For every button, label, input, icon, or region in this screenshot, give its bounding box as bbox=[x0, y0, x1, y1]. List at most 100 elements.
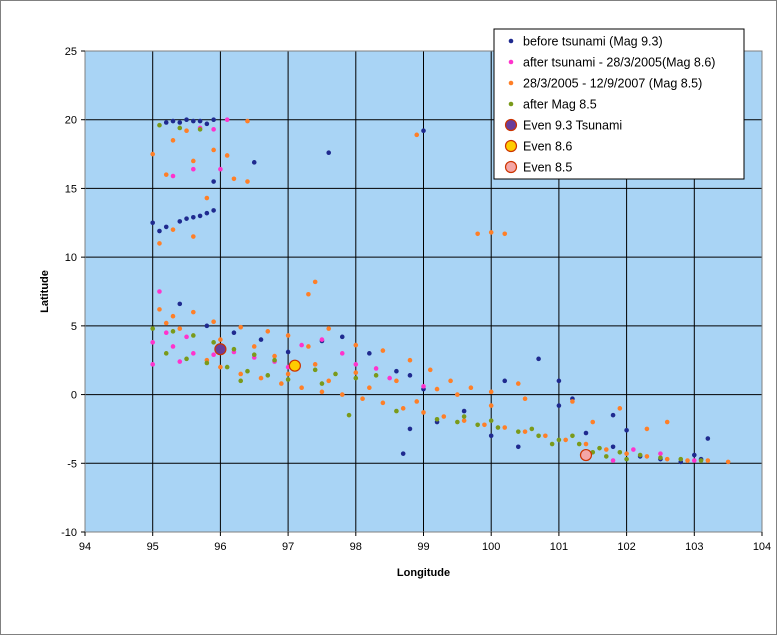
data-point bbox=[448, 378, 453, 384]
data-point bbox=[218, 166, 223, 172]
x-tick-label: 94 bbox=[79, 541, 91, 553]
data-point bbox=[339, 334, 345, 340]
data-point bbox=[306, 291, 311, 297]
data-point bbox=[299, 385, 304, 391]
data-point bbox=[556, 378, 562, 384]
data-point bbox=[353, 370, 359, 375]
data-point bbox=[150, 362, 155, 367]
data-point bbox=[197, 118, 203, 124]
data-point bbox=[400, 406, 406, 411]
data-point bbox=[427, 367, 433, 373]
data-point bbox=[536, 356, 541, 362]
data-point bbox=[380, 348, 386, 353]
data-point bbox=[563, 437, 568, 443]
data-point bbox=[725, 459, 731, 465]
data-point bbox=[475, 422, 480, 428]
data-point bbox=[394, 378, 399, 384]
data-point bbox=[224, 364, 230, 370]
y-tick-label: -10 bbox=[61, 527, 77, 539]
data-point bbox=[387, 375, 392, 381]
data-point bbox=[461, 408, 467, 414]
data-point bbox=[150, 326, 155, 331]
data-point bbox=[556, 437, 562, 443]
data-point bbox=[705, 458, 711, 463]
legend-marker bbox=[508, 80, 514, 86]
data-point bbox=[163, 320, 169, 326]
data-point bbox=[579, 448, 593, 462]
data-point bbox=[515, 381, 521, 386]
data-point bbox=[191, 333, 196, 338]
data-point bbox=[184, 216, 189, 221]
data-point bbox=[191, 351, 196, 356]
data-point bbox=[251, 352, 257, 358]
data-point bbox=[231, 346, 237, 352]
legend-label: after tsunami - 28/3/2005(Mag 8.6) bbox=[523, 56, 715, 70]
data-point bbox=[170, 227, 176, 232]
data-point bbox=[197, 127, 203, 132]
data-point bbox=[184, 117, 189, 123]
data-point bbox=[279, 381, 284, 386]
data-point bbox=[177, 125, 183, 131]
data-point bbox=[610, 458, 616, 463]
data-point bbox=[658, 455, 663, 461]
data-point bbox=[170, 329, 176, 334]
legend-label: before tsunami (Mag 9.3) bbox=[523, 35, 663, 49]
data-point bbox=[211, 117, 216, 123]
data-point bbox=[184, 334, 189, 340]
data-point bbox=[258, 337, 264, 342]
data-point bbox=[204, 195, 210, 201]
data-point bbox=[644, 454, 650, 459]
data-point bbox=[543, 433, 548, 439]
data-point bbox=[224, 153, 230, 158]
data-point bbox=[610, 412, 616, 418]
data-point bbox=[211, 179, 216, 184]
legend-label: Even 8.5 bbox=[523, 161, 572, 175]
data-point bbox=[603, 447, 609, 452]
data-point bbox=[211, 340, 216, 345]
data-point bbox=[631, 447, 636, 452]
data-point bbox=[288, 359, 301, 372]
data-point bbox=[245, 118, 250, 124]
y-tick-label: -5 bbox=[67, 458, 77, 470]
data-point bbox=[306, 344, 311, 349]
x-tick-label: 101 bbox=[550, 541, 568, 553]
data-point bbox=[184, 128, 189, 134]
data-point bbox=[170, 138, 176, 143]
data-point bbox=[224, 117, 230, 123]
data-point bbox=[617, 449, 623, 455]
data-point bbox=[163, 120, 169, 125]
data-point bbox=[285, 349, 291, 355]
data-point bbox=[163, 330, 169, 336]
data-point bbox=[624, 451, 629, 456]
data-point bbox=[191, 309, 196, 315]
data-point bbox=[664, 456, 670, 462]
legend-label: 28/3/2005 - 12/9/2007 (Mag 8.5) bbox=[523, 77, 702, 91]
data-point bbox=[394, 368, 399, 374]
data-point bbox=[495, 425, 501, 430]
data-point bbox=[339, 392, 345, 397]
data-point bbox=[488, 230, 494, 235]
data-point bbox=[157, 122, 162, 128]
data-point bbox=[319, 337, 325, 342]
data-point bbox=[204, 323, 210, 329]
data-point bbox=[502, 231, 508, 237]
data-point bbox=[191, 118, 196, 124]
data-point bbox=[353, 362, 359, 367]
data-point bbox=[157, 241, 162, 246]
data-point bbox=[191, 158, 196, 164]
data-point bbox=[184, 356, 189, 362]
data-point bbox=[583, 430, 589, 436]
data-point bbox=[211, 127, 216, 132]
data-point bbox=[204, 360, 210, 366]
x-tick-label: 100 bbox=[482, 541, 500, 553]
data-point bbox=[488, 418, 494, 423]
data-point bbox=[265, 329, 271, 334]
y-tick-label: 0 bbox=[71, 390, 77, 402]
data-point bbox=[407, 426, 413, 432]
data-point bbox=[204, 210, 210, 216]
legend-marker bbox=[504, 160, 518, 174]
data-point bbox=[400, 451, 406, 456]
data-point bbox=[211, 319, 216, 325]
data-point bbox=[312, 367, 318, 373]
data-point bbox=[482, 422, 487, 428]
